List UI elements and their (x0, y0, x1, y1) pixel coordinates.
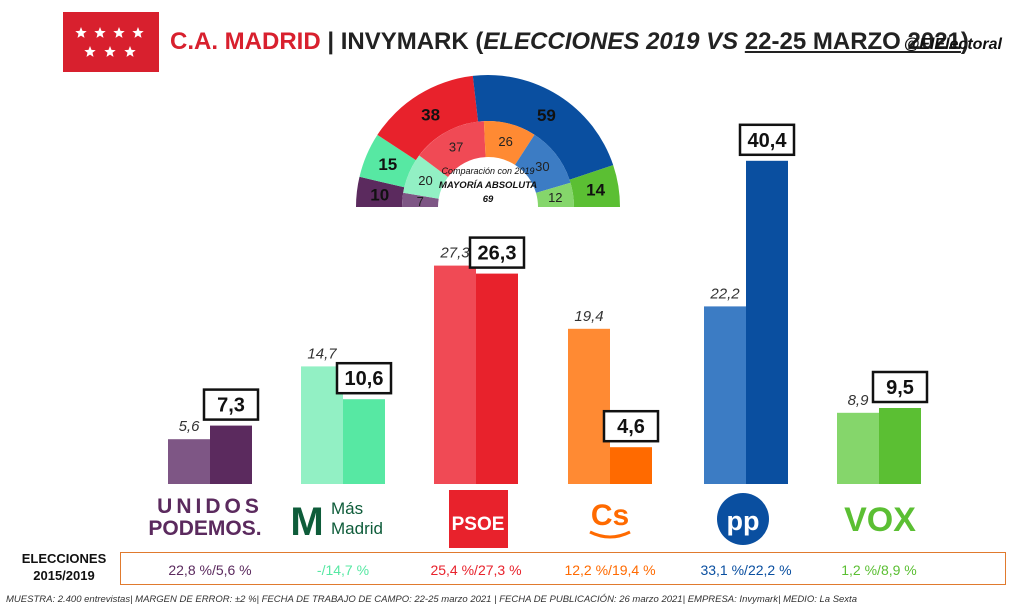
pp-logo-text: pp (727, 506, 760, 536)
title-elections: ELECCIONES 2019 VS (483, 28, 745, 55)
label-2021-box (871, 370, 929, 404)
label-2021: 4,6 (617, 416, 645, 438)
outer-segment (569, 165, 620, 207)
label-2019: 27,3 (439, 245, 470, 262)
flag-star (132, 27, 144, 38)
label-2021: 40,4 (748, 130, 788, 152)
inner-seat-label: 26 (498, 134, 512, 149)
pp-logo-circle (717, 493, 769, 545)
title-region: C.A. MADRID (170, 28, 321, 55)
footnote: MUESTRA: 2.400 entrevistas| MARGEN DE ER… (6, 594, 857, 605)
flag-star (75, 27, 87, 38)
podemos-logo-line2: PODEMOS. (148, 517, 261, 540)
outer-seat-label: 59 (537, 106, 556, 125)
inner-segment (419, 121, 486, 177)
label-2019: 8,9 (848, 392, 870, 409)
elections-value: 33,1 %/22,2 % (700, 562, 792, 578)
inner-seat-label: 12 (548, 190, 562, 205)
mas-madrid-logo-line2: Madrid (331, 519, 383, 538)
flag-star (94, 27, 106, 38)
elections-value: 12,2 %/19,4 % (564, 562, 656, 578)
label-2021-box (468, 236, 526, 269)
inner-seat-label: 7 (417, 194, 424, 209)
label-2021-box (738, 123, 796, 157)
elections-value: 22,8 %/5,6 % (168, 562, 252, 578)
flag-stars-icon (75, 27, 144, 57)
hemicycle-caption-2: MAYORÍA ABSOLUTA (439, 180, 537, 191)
inner-segment (515, 134, 571, 193)
podemos-logo-line1: UNIDOS (157, 495, 263, 518)
label-2019: 22,2 (709, 285, 740, 302)
flag-star (84, 46, 96, 57)
outer-seat-label: 15 (378, 155, 397, 174)
label-2021: 9,5 (886, 377, 914, 399)
elections-label-line2: 2015/2019 (33, 568, 95, 583)
label-2019: 5,6 (179, 418, 201, 435)
cs-logo-text: Cs (591, 499, 629, 532)
label-2021: 7,3 (217, 395, 245, 417)
bar-chart: 5,6 7,3 14,7 10,6 27,3 26,3 19,4 4,6 22,2 40,4 8,9… (168, 123, 929, 485)
label-2021: 10,6 (345, 368, 384, 390)
inner-segment (536, 182, 574, 207)
hemicycle-caption-1: Comparación con 2019 (441, 166, 534, 176)
title-date: 22-25 MARZO 2021 (744, 28, 961, 55)
inner-segment (402, 192, 439, 207)
outer-segment (359, 134, 416, 188)
bar-2021 (610, 447, 652, 484)
bar-2019 (837, 412, 879, 484)
bar-2021 (879, 408, 921, 484)
cs-logo-smile (589, 530, 631, 539)
vox-logo-text: VOX (844, 501, 916, 539)
madrid-flag (63, 12, 159, 72)
bar-2021 (210, 425, 252, 484)
psoe-logo-text: PSOE (452, 514, 505, 535)
elections-label-line1: ELECCIONES (21, 551, 107, 566)
title-sep: | INVYMARK ( (320, 28, 484, 55)
label-2021-box (202, 388, 260, 421)
elections-label: ELECCIONES 2015/2019 (14, 550, 114, 584)
label-2019: 19,4 (574, 308, 603, 325)
outer-segment (377, 75, 479, 161)
label-2021-box (602, 409, 660, 443)
bar-2019 (434, 265, 476, 484)
outer-segment (356, 176, 405, 207)
bar-2021 (343, 399, 385, 484)
flag-star (124, 46, 136, 57)
flag-star (113, 27, 125, 38)
elections-value: 25,4 %/27,3 % (430, 562, 522, 578)
elections-value: -/14,7 % (316, 562, 370, 578)
inner-segment (403, 155, 448, 199)
label-2019: 14,7 (307, 345, 337, 362)
outer-seat-label: 38 (421, 105, 440, 124)
page-title: C.A. MADRID | INVYMARK (ELECCIONES 2019 … (170, 28, 969, 56)
author-handle: @ElElectoral (903, 36, 1002, 53)
inner-segment (483, 121, 535, 165)
hemicycle: 10 15 38 59 14 7 20 37 26 30 12 (356, 75, 620, 209)
hemicycle-caption-3: 69 (483, 194, 494, 205)
flag-star (104, 46, 116, 57)
outer-seat-label: 14 (586, 180, 605, 199)
mas-madrid-logo-line1: Más (331, 499, 363, 518)
bar-2019 (168, 439, 210, 484)
bar-2021 (476, 273, 518, 484)
label-2021: 26,3 (478, 243, 517, 265)
mas-madrid-logo-mark: M (290, 500, 323, 544)
elections-value: 1,2 %/8,9 % (841, 562, 917, 578)
psoe-logo-box (449, 490, 508, 548)
title-close: ) (960, 28, 969, 55)
inner-seat-label: 37 (449, 140, 463, 155)
inner-seat-label: 20 (418, 173, 432, 188)
bar-2021 (746, 160, 788, 485)
bar-2019 (568, 328, 610, 484)
elections-box (120, 552, 1006, 585)
inner-seat-label: 30 (535, 159, 549, 174)
outer-segment (472, 75, 614, 180)
label-2021-box (335, 361, 393, 395)
bar-2019 (704, 306, 746, 484)
outer-seat-label: 10 (370, 185, 389, 204)
